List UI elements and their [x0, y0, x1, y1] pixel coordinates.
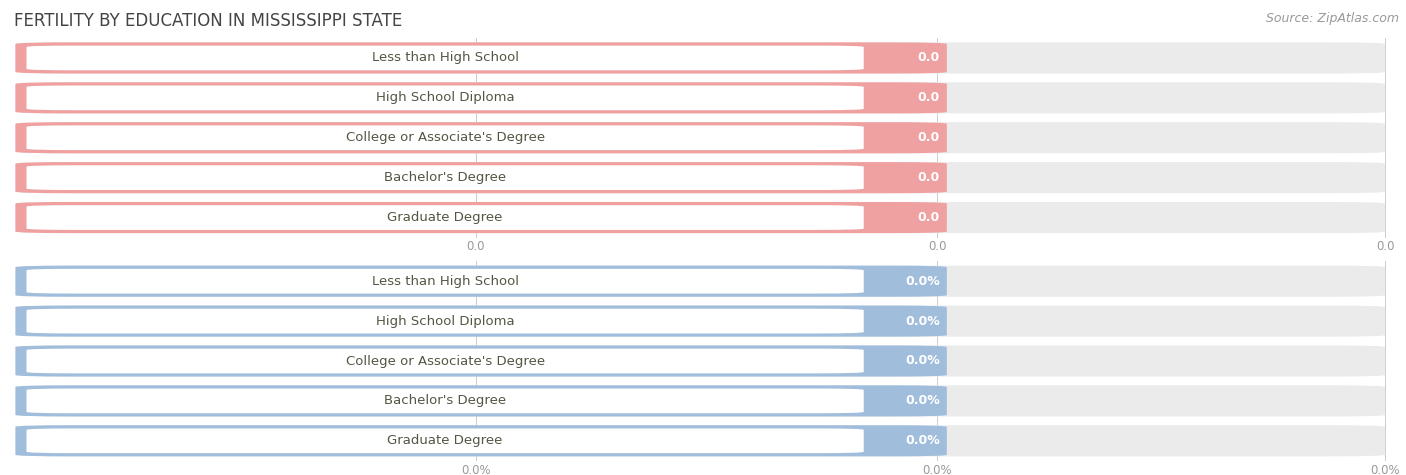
Text: Bachelor's Degree: Bachelor's Degree	[384, 171, 506, 184]
FancyBboxPatch shape	[27, 428, 863, 453]
FancyBboxPatch shape	[15, 122, 1385, 153]
Text: 0.0: 0.0	[918, 131, 939, 144]
FancyBboxPatch shape	[15, 425, 946, 456]
FancyBboxPatch shape	[27, 205, 863, 230]
Text: High School Diploma: High School Diploma	[375, 314, 515, 328]
Text: Source: ZipAtlas.com: Source: ZipAtlas.com	[1265, 12, 1399, 25]
FancyBboxPatch shape	[15, 266, 1385, 297]
FancyBboxPatch shape	[15, 82, 1385, 114]
FancyBboxPatch shape	[15, 202, 1385, 233]
FancyBboxPatch shape	[15, 82, 946, 114]
Text: FERTILITY BY EDUCATION IN MISSISSIPPI STATE: FERTILITY BY EDUCATION IN MISSISSIPPI ST…	[14, 12, 402, 30]
FancyBboxPatch shape	[15, 42, 1385, 74]
FancyBboxPatch shape	[15, 202, 946, 233]
Text: 0.0%: 0.0%	[905, 275, 939, 288]
FancyBboxPatch shape	[27, 269, 863, 294]
FancyBboxPatch shape	[15, 345, 1385, 377]
Text: 0.0: 0.0	[918, 211, 939, 224]
FancyBboxPatch shape	[15, 122, 946, 153]
FancyBboxPatch shape	[15, 345, 946, 377]
Text: Less than High School: Less than High School	[371, 275, 519, 288]
FancyBboxPatch shape	[27, 309, 863, 333]
FancyBboxPatch shape	[27, 86, 863, 110]
FancyBboxPatch shape	[15, 305, 946, 337]
Text: Graduate Degree: Graduate Degree	[388, 434, 503, 447]
FancyBboxPatch shape	[15, 425, 1385, 456]
FancyBboxPatch shape	[27, 46, 863, 70]
Text: High School Diploma: High School Diploma	[375, 91, 515, 104]
FancyBboxPatch shape	[15, 162, 1385, 193]
Text: 0.0%: 0.0%	[905, 314, 939, 328]
FancyBboxPatch shape	[27, 389, 863, 413]
FancyBboxPatch shape	[15, 42, 946, 74]
Text: Bachelor's Degree: Bachelor's Degree	[384, 394, 506, 408]
FancyBboxPatch shape	[27, 165, 863, 190]
FancyBboxPatch shape	[15, 385, 946, 417]
FancyBboxPatch shape	[15, 266, 946, 297]
Text: Graduate Degree: Graduate Degree	[388, 211, 503, 224]
Text: 0.0%: 0.0%	[905, 354, 939, 368]
Text: Less than High School: Less than High School	[371, 51, 519, 65]
FancyBboxPatch shape	[15, 162, 946, 193]
Text: 0.0: 0.0	[918, 171, 939, 184]
Text: 0.0%: 0.0%	[905, 394, 939, 408]
Text: 0.0: 0.0	[918, 91, 939, 104]
Text: 0.0: 0.0	[918, 51, 939, 65]
Text: College or Associate's Degree: College or Associate's Degree	[346, 131, 544, 144]
Text: College or Associate's Degree: College or Associate's Degree	[346, 354, 544, 368]
FancyBboxPatch shape	[15, 385, 1385, 417]
FancyBboxPatch shape	[27, 125, 863, 150]
Text: 0.0%: 0.0%	[905, 434, 939, 447]
FancyBboxPatch shape	[27, 349, 863, 373]
FancyBboxPatch shape	[15, 305, 1385, 337]
